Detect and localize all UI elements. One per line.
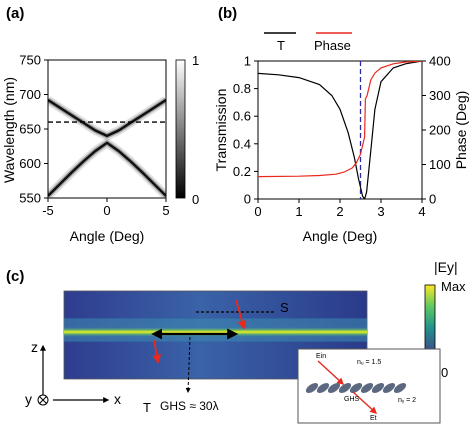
inset-ein: Ein [316, 353, 326, 360]
grating-bar [371, 383, 385, 393]
inset-et: Et [370, 415, 377, 422]
grating-bar [360, 383, 374, 393]
panel-a: (a) -5 0 5 550 600 650 700 750 Angle (Deg) Wave… [1, 5, 199, 244]
y-tick-right-label: 100 [429, 157, 451, 172]
x-tick-label: 4 [418, 204, 425, 219]
inset-grating [305, 383, 407, 393]
grating-bar [393, 383, 407, 393]
plot-b-series [258, 61, 422, 199]
y-tick-left-label: 0.8 [233, 81, 251, 96]
legend-phase-label: Phase [314, 38, 351, 53]
colorbar-max-label: Max [441, 279, 466, 294]
inset-n-bottom: nᵧ = 2 [398, 397, 416, 404]
panel-b: (b) T Phase 0 1 2 3 400.20.40.60.81010020030… [213, 5, 469, 244]
label-s: S [280, 300, 289, 315]
y-tick-label: 650 [19, 122, 41, 137]
heatmap-bands [48, 96, 166, 198]
transmitted-arrow [152, 339, 162, 364]
colorbar-min-label: 0 [441, 365, 448, 380]
grating-bar [316, 383, 330, 393]
legend-t-label: T [277, 38, 285, 53]
axis-z-label: z [31, 339, 38, 355]
y-tick-left-label: 0.6 [233, 109, 251, 124]
ghs-label: GHS ≈ 30λ [160, 399, 219, 413]
panel-a-xlabel: Angle (Deg) [70, 228, 145, 244]
grating-bar [382, 383, 396, 393]
incident-arrow [235, 299, 247, 330]
field-map-content [64, 318, 367, 342]
axis-x-label: x [114, 391, 121, 407]
panel-b-xlabel: Angle (Deg) [303, 228, 378, 244]
series-phase [258, 61, 422, 178]
inset-n-top: nᵤ = 1.5 [357, 359, 381, 366]
y-tick-label: 700 [19, 87, 41, 102]
panel-a-ylabel: Wavelength (nm) [1, 77, 17, 183]
inset-ghs: GHS [344, 396, 360, 403]
grating-bar [349, 383, 363, 393]
inset-schematic: nᵤ = 1.5 Ein GHS nᵧ = 2 Et [297, 348, 441, 424]
x-tick-label: 0 [254, 204, 261, 219]
y-tick-left-label: 0.2 [233, 164, 251, 179]
y-tick-label: 600 [19, 156, 41, 171]
coordinate-axes: z x y [25, 339, 121, 407]
grating-bar [305, 383, 319, 393]
panel-c-label: (c) [6, 268, 24, 285]
y-tick-label: 550 [19, 191, 41, 206]
field-beam [64, 327, 367, 337]
y-tick-left-label: 0 [244, 192, 251, 207]
y-tick-left-label: 0.4 [233, 136, 251, 151]
panel-b-label: (b) [218, 5, 237, 22]
grating-bar [327, 383, 341, 393]
y-tick-right-label: 400 [429, 54, 451, 69]
panel-a-colorbar-max: 1 [192, 53, 199, 68]
x-tick-label: 5 [162, 203, 169, 218]
y-tick-label: 750 [19, 53, 41, 68]
panel-b-ylabel-right: Phase (Deg) [453, 91, 469, 170]
colorbar-title: |Ey| [434, 259, 458, 275]
heatmap-band-lower [48, 141, 166, 197]
x-tick-label: 0 [103, 203, 110, 218]
y-axis-cross-mark [39, 396, 47, 404]
heatmap-band-upper [48, 98, 166, 138]
panel-a-axes: -5 0 5 550 600 650 700 750 [19, 53, 169, 219]
inset-incident-arrow [317, 360, 345, 385]
y-tick-left-label: 1 [244, 54, 251, 69]
y-tick-right-label: 300 [429, 88, 451, 103]
panel-b-ylabel-left: Transmission [213, 89, 229, 172]
x-tick-label: -5 [42, 203, 54, 218]
y-tick-right-label: 200 [429, 123, 451, 138]
legend: T Phase [264, 32, 352, 53]
label-t: T [143, 400, 151, 415]
x-tick-label: 3 [377, 204, 384, 219]
grating-bar [338, 383, 352, 393]
series-transmission [258, 61, 422, 199]
ghs-pointer [185, 336, 191, 393]
axis-y-label: y [25, 391, 32, 407]
x-tick-label: 2 [336, 204, 343, 219]
x-tick-label: 1 [295, 204, 302, 219]
panel-a-colorbar [175, 59, 186, 199]
panel-a-label: (a) [6, 5, 24, 22]
panel-c-colorbar: |Ey| Max 0 [424, 259, 466, 380]
inset-transmitted-arrow [352, 391, 378, 414]
panel-a-colorbar-min: 0 [192, 192, 199, 207]
plot-b-frame [257, 60, 423, 200]
y-tick-right-label: 0 [429, 192, 436, 207]
panel-c: (c) S GHS ≈ 30λ T z x y |Ey| Max 0 [6, 259, 466, 424]
